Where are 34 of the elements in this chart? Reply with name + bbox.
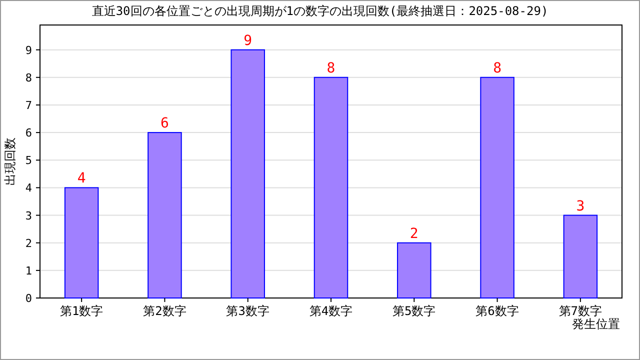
x-axis-title: 発生位置 xyxy=(572,317,620,331)
bar xyxy=(64,187,99,298)
bar xyxy=(397,242,432,298)
bar xyxy=(148,132,182,298)
y-tick-label: 0 xyxy=(25,292,32,305)
x-tick-label: 第2数字 xyxy=(143,304,186,318)
data-label: 9 xyxy=(244,32,252,49)
x-tick-label: 第7数字 xyxy=(558,304,602,318)
x-tick-label: 第1数字 xyxy=(60,304,104,318)
chart-title: 直近30回の各位置ごとの出現周期が1の数字の出現回数(最終抽選日：2025-08-29) xyxy=(92,4,548,18)
y-tick-label: 9 xyxy=(25,44,32,57)
y-tick-label: 2 xyxy=(25,236,32,250)
data-label: 3 xyxy=(576,198,585,214)
data-label: 8 xyxy=(493,60,502,76)
x-tick-label: 第5数字 xyxy=(392,304,436,318)
data-label: 6 xyxy=(160,116,169,132)
data-label: 8 xyxy=(326,60,336,76)
y-axis-title: 出現回数 xyxy=(3,138,17,186)
x-tick-label: 第3数字 xyxy=(226,304,270,318)
x-tick-label: 第6数字 xyxy=(476,304,519,318)
data-label: 2 xyxy=(410,226,418,242)
y-tick-label: 6 xyxy=(25,126,32,140)
y-tick-label: 3 xyxy=(25,209,32,222)
y-tick-label: 8 xyxy=(25,71,32,84)
y-tick-label: 5 xyxy=(25,154,32,168)
x-tick-label: 第4数字 xyxy=(309,304,353,318)
data-label: 4 xyxy=(77,170,86,187)
bar xyxy=(230,49,265,298)
y-tick-label: 4 xyxy=(25,182,32,195)
y-tick-label: 7 xyxy=(25,98,32,112)
bar xyxy=(563,214,598,298)
bar xyxy=(314,76,348,298)
bar xyxy=(480,76,514,298)
y-tick-label: 1 xyxy=(25,264,32,278)
